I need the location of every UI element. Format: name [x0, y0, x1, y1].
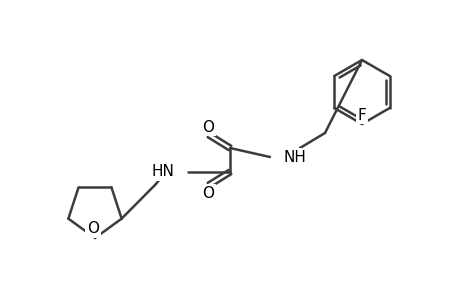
Text: F: F [357, 107, 365, 122]
Text: HN: HN [151, 164, 174, 179]
Text: O: O [202, 119, 213, 134]
Text: NH: NH [283, 149, 306, 164]
Text: O: O [202, 185, 213, 200]
Text: O: O [87, 221, 99, 236]
